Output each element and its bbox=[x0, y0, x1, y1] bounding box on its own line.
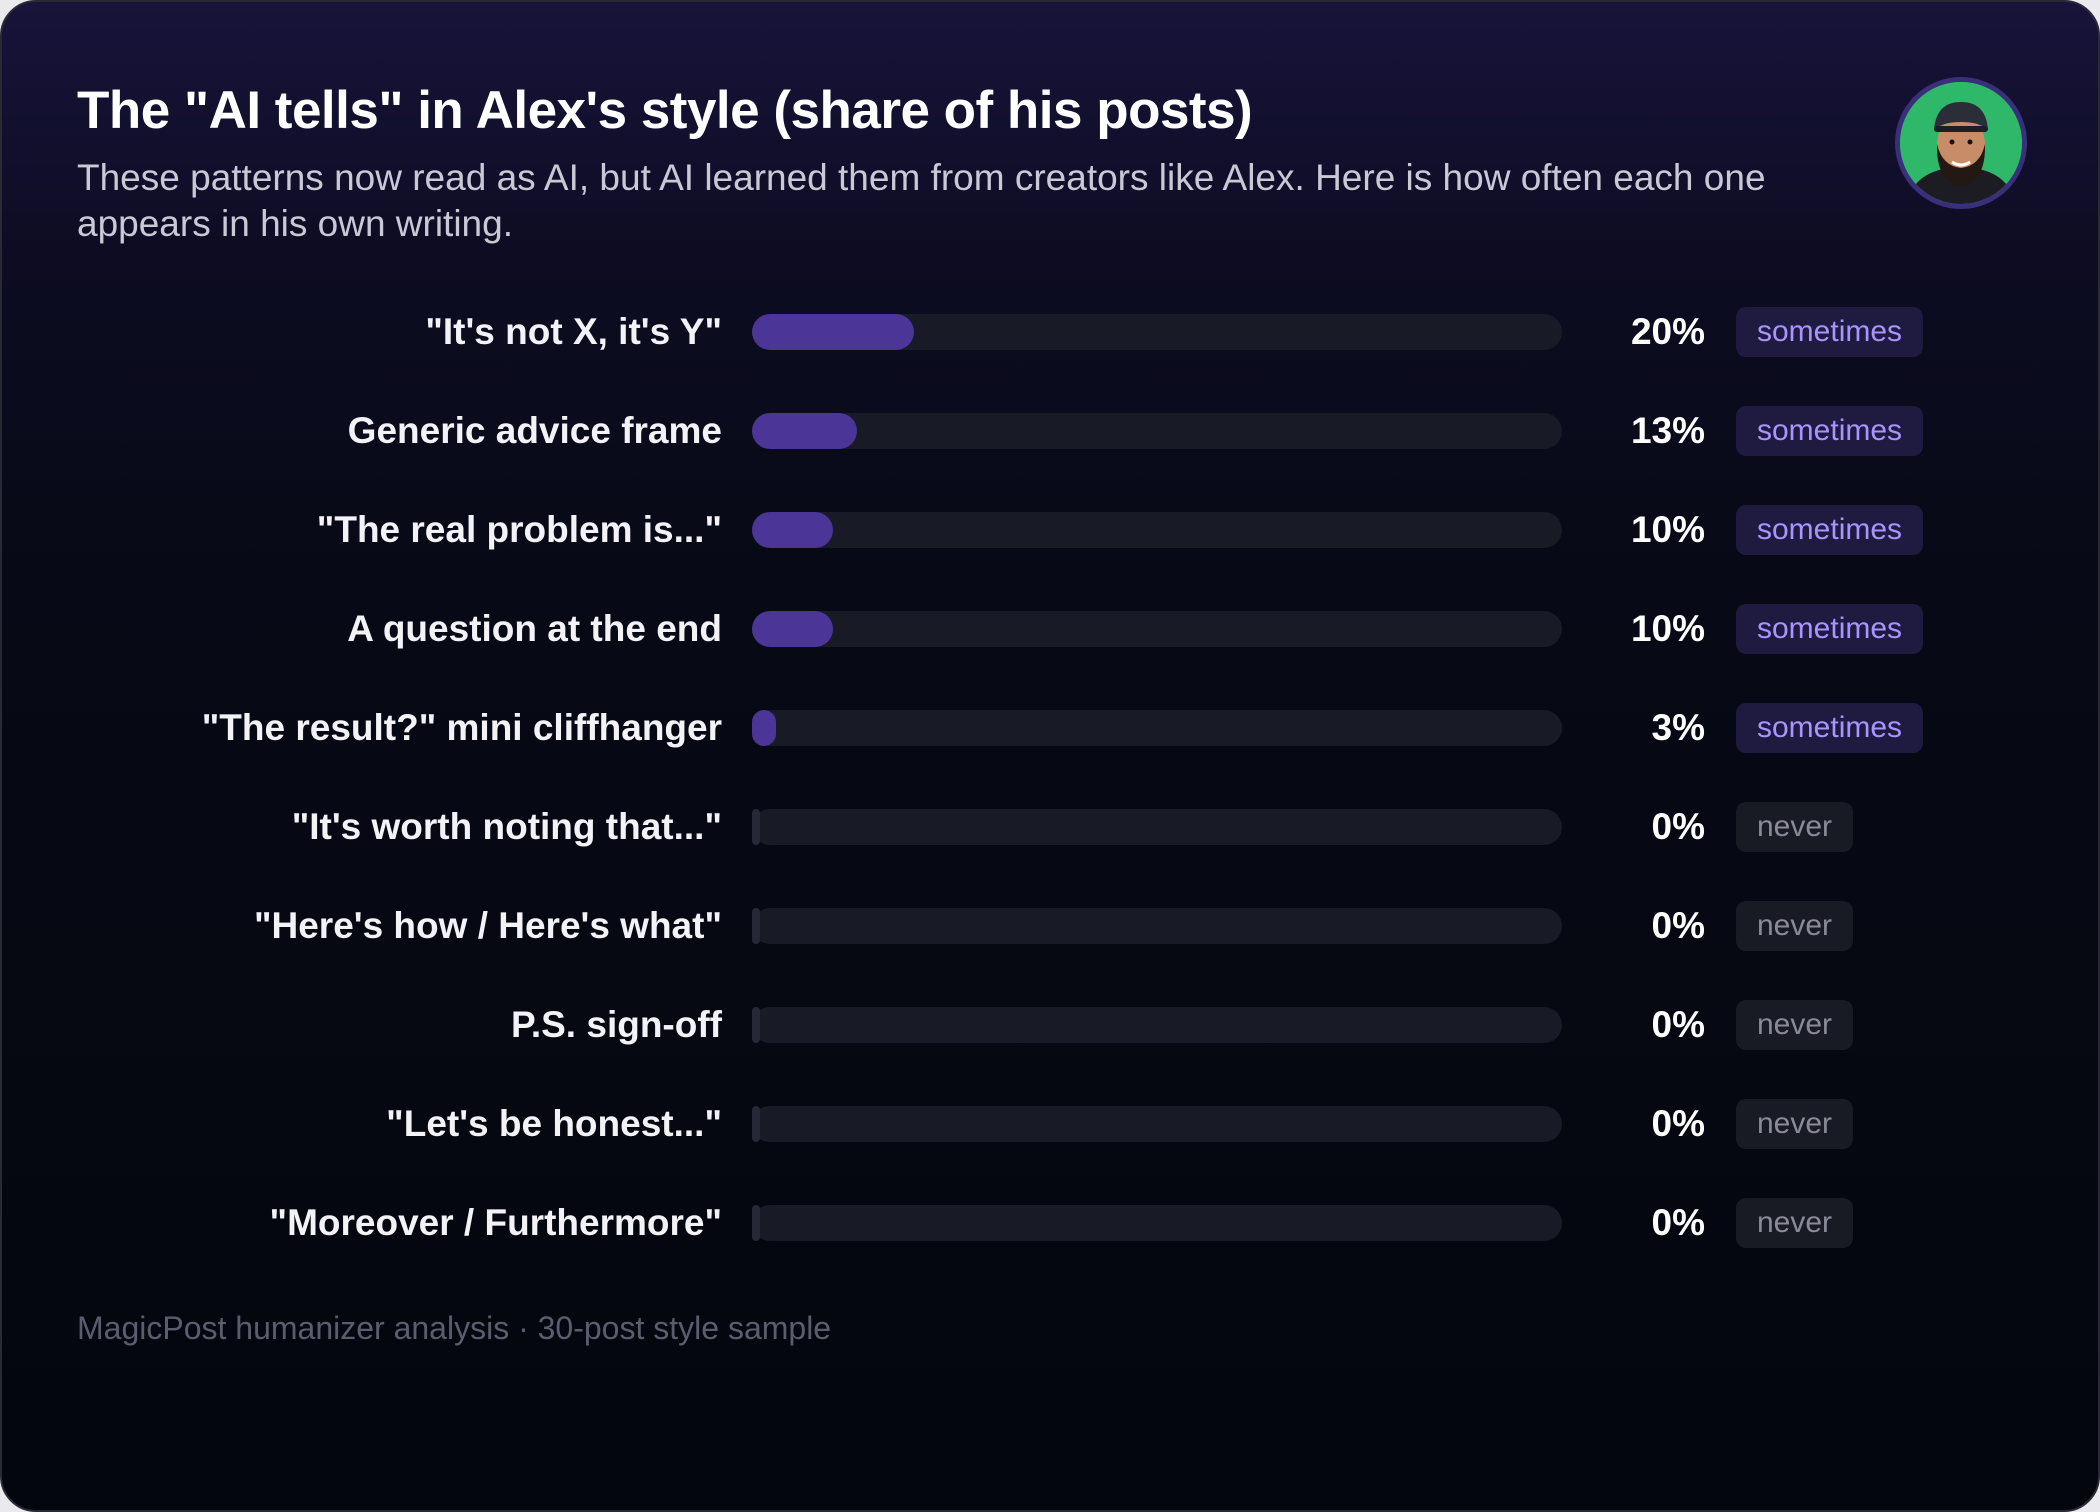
footer-note: MagicPost humanizer analysis · 30-post s… bbox=[77, 1310, 832, 1346]
bar-track bbox=[752, 314, 1562, 350]
bar-row: "The result?" mini cliffhanger 3% sometime… bbox=[2, 698, 2098, 758]
bar-track bbox=[752, 512, 1562, 548]
bar-row: "Here's how / Here's what" 0% never bbox=[2, 896, 2098, 956]
frequency-badge: sometimes bbox=[1736, 307, 1924, 357]
category-label: "It's not X, it's Y" bbox=[425, 311, 722, 352]
bar-track bbox=[752, 809, 1562, 845]
bar-track bbox=[752, 413, 1562, 449]
bar-row: "The real problem is..." 10% sometimes bbox=[2, 500, 2098, 560]
bar-row: Generic advice frame 13% sometimes bbox=[2, 401, 2098, 461]
value-label: 10% bbox=[1630, 509, 1705, 550]
value-label: 0% bbox=[1651, 806, 1705, 847]
chart-title: The "AI tells" in Alex's style (share of… bbox=[77, 81, 1253, 140]
frequency-badge: never bbox=[1736, 901, 1854, 951]
bar-track bbox=[752, 1205, 1562, 1241]
value-label: 3% bbox=[1651, 707, 1705, 748]
bar-track bbox=[752, 710, 1562, 746]
category-label: "It's worth noting that..." bbox=[291, 806, 722, 847]
frequency-badge: never bbox=[1736, 1198, 1854, 1248]
value-label: 0% bbox=[1651, 1202, 1705, 1243]
frequency-badge: never bbox=[1736, 802, 1854, 852]
bar bbox=[752, 413, 858, 449]
bar bbox=[752, 1007, 760, 1043]
chart-subtitle: These patterns now read as AI, but AI le… bbox=[77, 157, 1766, 244]
bar-track bbox=[752, 908, 1562, 944]
bar bbox=[752, 512, 833, 548]
bar-row: "It's not X, it's Y" 20% sometimes bbox=[2, 302, 2098, 362]
bar bbox=[752, 1106, 760, 1142]
bar-track bbox=[752, 1007, 1562, 1043]
category-label: Generic advice frame bbox=[347, 410, 722, 451]
category-label: "Here's how / Here's what" bbox=[253, 905, 722, 946]
category-label: "Let's be honest..." bbox=[386, 1103, 722, 1144]
value-label: 0% bbox=[1651, 905, 1705, 946]
frequency-badge: never bbox=[1736, 1099, 1854, 1149]
value-label: 0% bbox=[1651, 1004, 1705, 1045]
bar-track bbox=[752, 611, 1562, 647]
category-label: P.S. sign-off bbox=[510, 1004, 722, 1045]
frequency-badge: sometimes bbox=[1736, 604, 1924, 654]
value-label: 13% bbox=[1630, 410, 1705, 451]
bar bbox=[752, 710, 777, 746]
bar bbox=[752, 908, 760, 944]
category-label: "The result?" mini cliffhanger bbox=[201, 707, 722, 748]
profile-photo-icon bbox=[1900, 82, 2022, 204]
value-label: 20% bbox=[1630, 311, 1705, 352]
bar bbox=[752, 314, 914, 350]
bar bbox=[752, 809, 760, 845]
frequency-badge: sometimes bbox=[1736, 406, 1924, 456]
category-label: "The real problem is..." bbox=[316, 509, 722, 550]
value-label: 10% bbox=[1630, 608, 1705, 649]
frequency-badge: never bbox=[1736, 1000, 1854, 1050]
category-label: "Moreover / Furthermore" bbox=[269, 1202, 722, 1243]
bar-row: "Moreover / Furthermore" 0% never bbox=[2, 1193, 2098, 1253]
bar-row: "It's worth noting that..." 0% never bbox=[2, 797, 2098, 857]
bar bbox=[752, 1205, 760, 1241]
frequency-badge: sometimes bbox=[1736, 505, 1924, 555]
value-label: 0% bbox=[1651, 1103, 1705, 1144]
category-label: A question at the end bbox=[347, 608, 722, 649]
bar bbox=[752, 611, 833, 647]
bar-track bbox=[752, 1106, 1562, 1142]
avatar bbox=[1895, 77, 2027, 209]
frequency-badge: sometimes bbox=[1736, 703, 1924, 753]
bar-row: P.S. sign-off 0% never bbox=[2, 995, 2098, 1055]
bar-row: A question at the end 10% sometimes bbox=[2, 599, 2098, 659]
bar-row: "Let's be honest..." 0% never bbox=[2, 1094, 2098, 1154]
